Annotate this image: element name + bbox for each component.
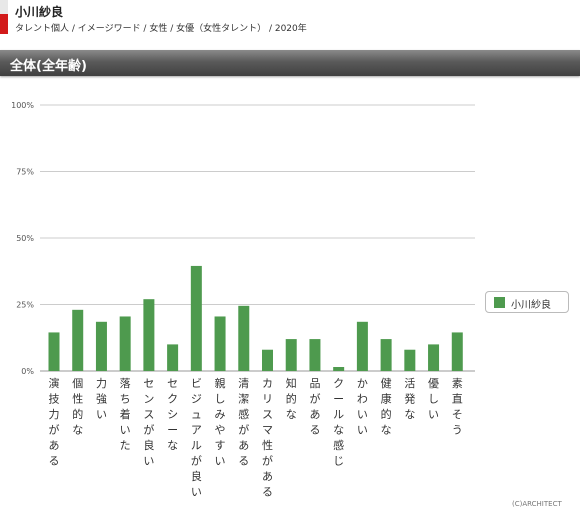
y-tick-label: 0% <box>21 367 34 376</box>
bar <box>356 321 368 371</box>
bar <box>143 299 155 371</box>
x-tick-label: クールな感じ <box>333 377 344 468</box>
bar <box>262 349 273 371</box>
bar <box>285 339 297 371</box>
bar <box>119 316 131 371</box>
x-tick-label: セクシーな <box>167 377 178 452</box>
bar <box>428 344 440 371</box>
x-tick-label: 品がある <box>309 377 320 437</box>
y-tick-label: 50% <box>16 234 34 243</box>
legend-label: 小川紗良 <box>511 300 551 311</box>
x-tick-label: センスが良い <box>143 377 154 468</box>
x-tick-label: 健康的な <box>381 377 392 437</box>
bar <box>190 265 202 371</box>
x-tick-label: かわいい <box>357 377 368 437</box>
x-tick-label: 清潔感がある <box>238 377 249 468</box>
x-tick-label: 素直そう <box>452 377 463 437</box>
bar <box>333 367 345 371</box>
y-tick-label: 75% <box>16 168 34 177</box>
bar <box>238 305 250 371</box>
bar <box>404 349 416 371</box>
y-tick-label: 100% <box>11 101 34 110</box>
x-tick-label: 知的な <box>286 376 297 421</box>
x-tick-label: 親しみやすい <box>215 377 226 468</box>
x-tick-label: ビジュアルが良い <box>191 377 202 499</box>
bar <box>95 321 107 371</box>
bar <box>72 309 84 371</box>
bar <box>451 332 463 371</box>
copyright: (C)ARCHITECT <box>512 500 562 508</box>
legend: 小川紗良 <box>485 291 569 313</box>
bar <box>309 339 321 371</box>
bar <box>380 339 392 371</box>
bar <box>214 316 226 371</box>
bar <box>48 332 60 371</box>
x-tick-label: 落ち着いた <box>120 377 131 452</box>
y-tick-label: 25% <box>16 301 34 310</box>
section-title: 全体(全年齢) <box>10 59 87 74</box>
x-tick-label: カリスマ性がある <box>262 377 273 499</box>
legend-swatch <box>494 297 505 308</box>
bar-chart: 0% 25% 50% 75% 100% 演技力がある 個性的な 力強い 落ち着いた センスが良い セ… <box>11 101 475 499</box>
breadcrumb: タレント個人 / イメージワード / 女性 / 女優（女性タレント） / 202… <box>15 24 307 34</box>
x-tick-label: 活発な <box>404 377 415 421</box>
bar <box>167 344 179 371</box>
x-tick-label: 演技力がある <box>49 376 60 468</box>
section-header: 全体(全年齢) <box>0 50 580 76</box>
header-accent-bar <box>0 0 8 34</box>
x-tick-label: 優しい <box>428 377 439 421</box>
x-tick-label: 力強い <box>96 377 107 421</box>
talent-name: 小川紗良 <box>15 5 64 19</box>
x-tick-label: 個性的な <box>72 377 83 437</box>
